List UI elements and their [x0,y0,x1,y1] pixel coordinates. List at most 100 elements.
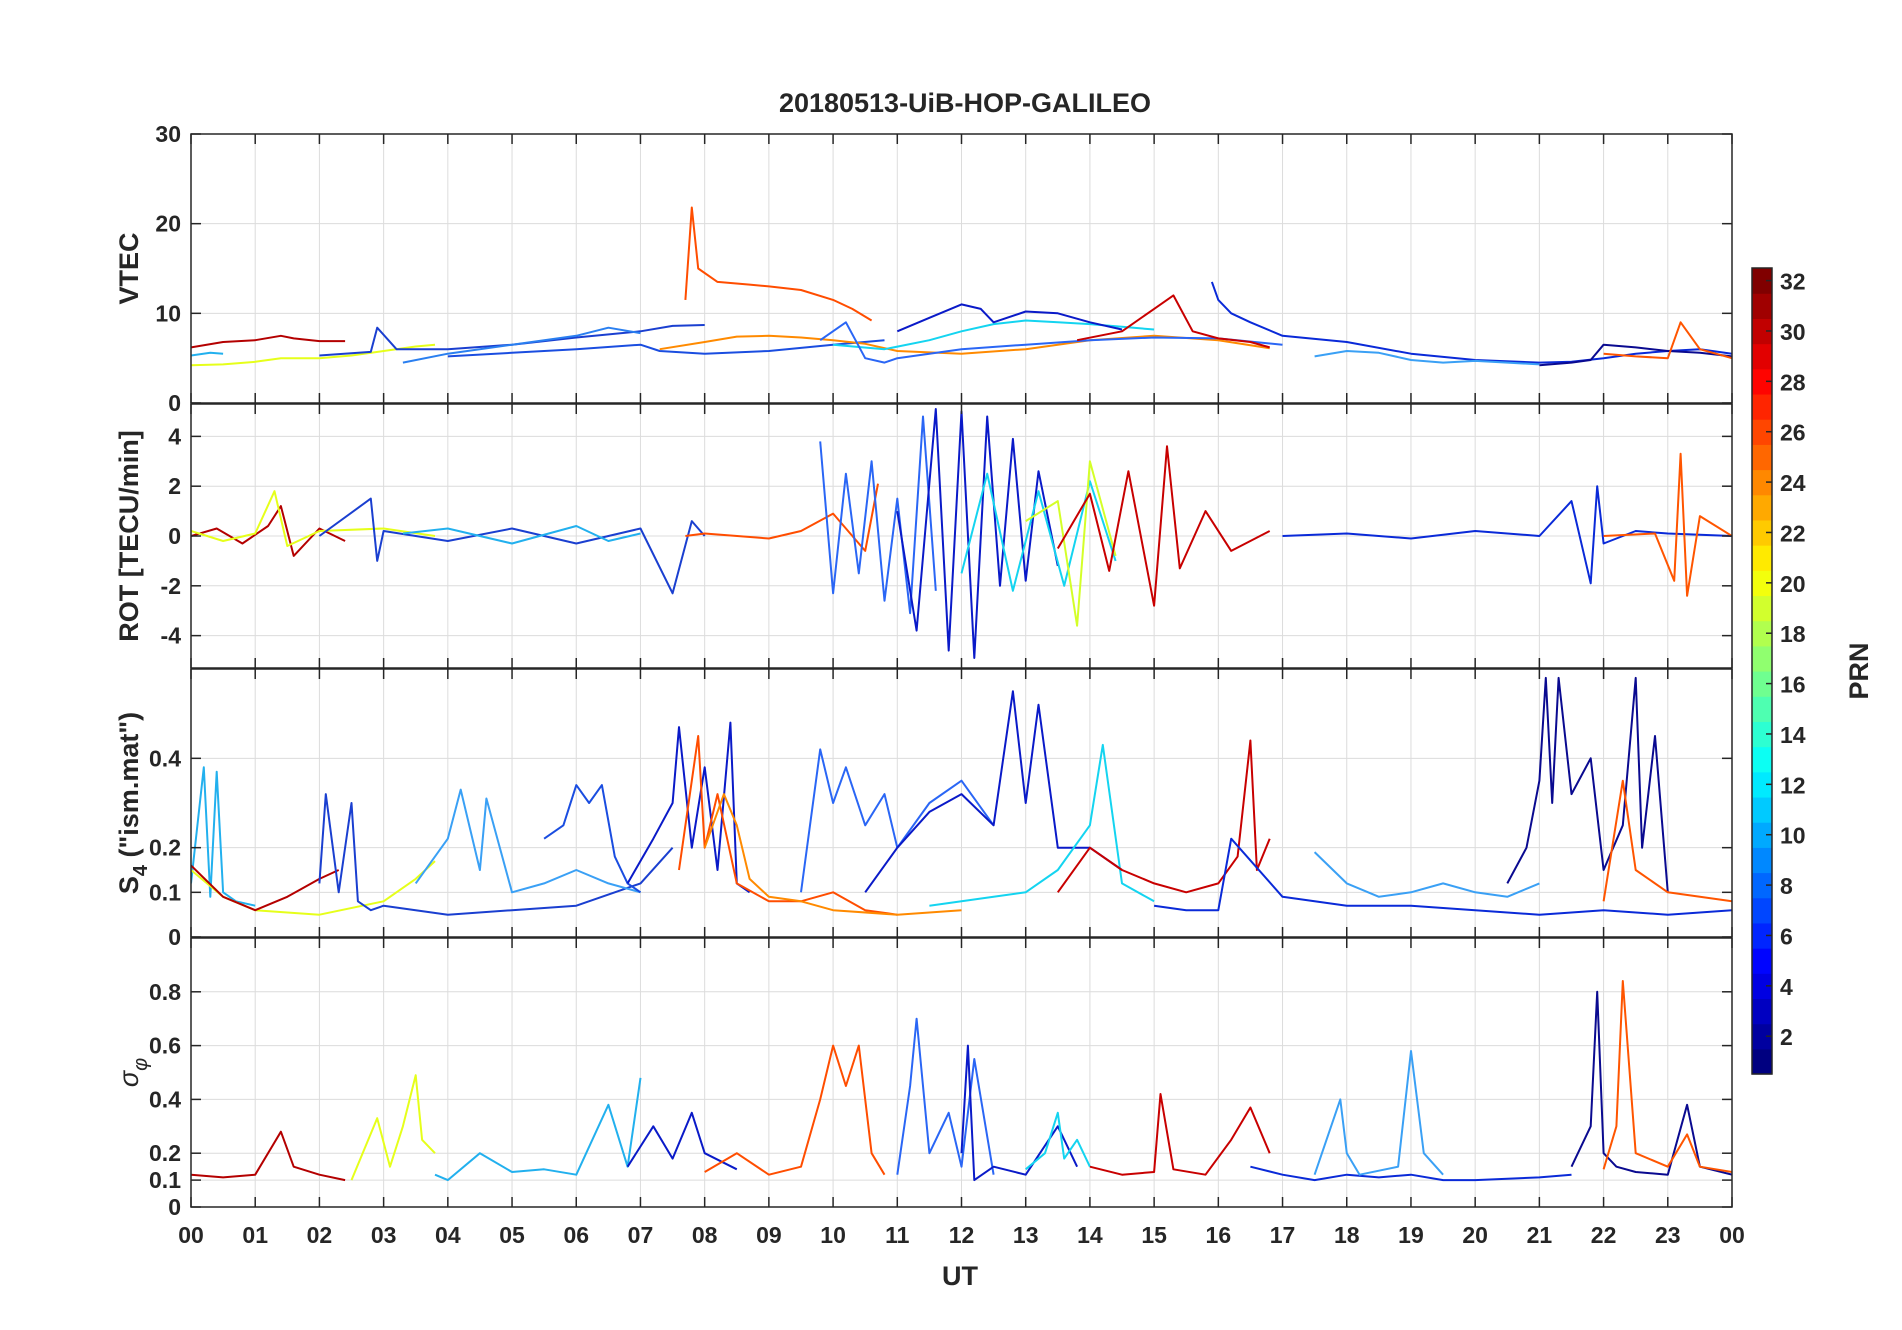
y-tick-label: 0.8 [149,979,181,1005]
colorbar-segment [1752,721,1772,748]
colorbar-segment [1752,570,1772,597]
colorbar-segment [1752,771,1772,798]
y-axis-label: σφ [114,1058,152,1087]
series-line-prn-12 [960,472,1117,592]
series-line-prn-25 [684,206,873,322]
x-tick-label: 03 [371,1222,397,1248]
colorbar-tick-label: 22 [1780,520,1806,546]
series-line-prn-29 [1076,294,1270,349]
x-tick-label: 05 [499,1222,525,1248]
series-line-prn-8 [896,1017,995,1175]
x-tick-label: 00 [178,1222,204,1248]
series-line-prn-25 [1602,779,1732,903]
colorbar-segment [1752,343,1772,370]
series-line-prn-23 [703,793,962,916]
colorbar-segment [1752,519,1772,546]
colorbar-tick-label: 10 [1780,823,1806,849]
series-line-prn-25 [1602,980,1732,1173]
colorbar-tick-label: 28 [1780,369,1806,395]
series-line-prn-3 [896,408,1059,659]
series-line-prn-6 [447,339,885,358]
panel-sigma: 00.10.2 0.4 0.6 0.8 σφ [114,937,1733,1220]
y-tick-label: 0.2 [149,835,181,861]
series-line-prn-2 [1506,676,1669,893]
series-group [191,206,1732,367]
colorbar-tick-label: 8 [1780,873,1793,899]
colorbar-segment [1752,948,1772,974]
colorbar-tick-label: 12 [1780,772,1806,798]
colorbar-box [1751,267,1773,1075]
colorbar-segment [1752,822,1772,848]
colorbar-segment [1752,595,1772,622]
chart-title: 20180513-UiB-HOP-GALILEO [779,88,1151,118]
colorbar-segment [1752,268,1772,294]
y-tick-label: 20 [155,211,181,237]
x-tick-label: 17 [1270,1222,1296,1248]
y-tick-label: 4 [168,423,181,449]
series-line-prn-25 [685,483,879,552]
y-axis-label: S4 ("ism.mat") [114,712,152,894]
x-tick-label: 16 [1206,1222,1232,1248]
x-tick-label: 13 [1013,1222,1039,1248]
x-tick-label: 04 [435,1222,461,1248]
grid [190,669,1733,938]
series-line-prn-3 [896,303,1123,333]
series-line-prn-29 [1056,739,1271,894]
series-line-prn-30 [191,1130,346,1182]
series-line-prn-19 [191,490,436,547]
colorbar-tick-label: 30 [1780,319,1806,345]
series-line-prn-2 [1570,990,1732,1176]
y-tick-label: -4 [161,623,182,649]
series-line-prn-10 [1313,851,1540,898]
colorbar-tick-label: 26 [1780,420,1806,446]
series-line-prn-25 [704,1044,886,1176]
series-line-prn-3 [626,1111,738,1171]
x-tick-label: 20 [1462,1222,1488,1248]
colorbar-segment [1752,469,1772,496]
y-tick-label: 0 [168,523,181,549]
y-tick-label: 0 [168,924,181,950]
x-tick-label: 07 [628,1222,654,1248]
x-axis-label: UT [942,1261,978,1291]
panel-rot: -4 -2 0 2 4 ROT [TECU/min] [114,403,1733,669]
x-tick-label: 22 [1591,1222,1617,1248]
series-line-prn-25 [1603,321,1732,360]
series-line-prn-4 [1250,1165,1572,1182]
colorbar-segment [1752,620,1772,647]
series-line-prn-8 [800,748,995,893]
x-tick-label: 19 [1398,1222,1424,1248]
series-line-prn-3 [960,1044,1079,1182]
colorbar-segment [1752,973,1772,1000]
y-tick-label: 0.6 [149,1033,181,1059]
series-group [191,980,1732,1182]
series-line-prn-5 [318,497,706,595]
panel-s4: 00.10.20.4S4 ("ism.mat") [114,668,1733,950]
y-axis-label: ROT [TECU/min] [114,430,144,641]
colorbar-segment [1752,293,1772,319]
series-line-prn-30 [191,334,346,349]
series-line-prn-5 [319,324,705,357]
series-group [191,676,1732,916]
colorbar-tick-label: 16 [1780,672,1806,698]
colorbar-segment [1752,746,1772,773]
series-line-prn-10 [1314,350,1540,366]
series-line-prn-8 [819,321,1283,364]
colorbar-segment [1752,444,1772,471]
y-tick-label: 0.4 [149,1086,181,1112]
colorbar-tick-label: 14 [1780,722,1806,748]
series-line-prn-20 [1025,460,1117,627]
series-line-prn-11 [434,1077,642,1182]
colorbar-segment [1752,872,1772,899]
colorbar-segment [1752,897,1772,924]
colorbar-segment [1752,696,1772,722]
x-tick-label: 02 [307,1222,333,1248]
colorbar-tick-label: 2 [1780,1024,1793,1050]
y-axis-label-part: σ [114,1069,144,1087]
y-axis-label-part: ("ism.mat") [114,712,144,865]
x-tick-label: 00 [1719,1222,1745,1248]
colorbar-tick-label: 20 [1780,571,1806,597]
colorbar-segment [1752,671,1772,697]
